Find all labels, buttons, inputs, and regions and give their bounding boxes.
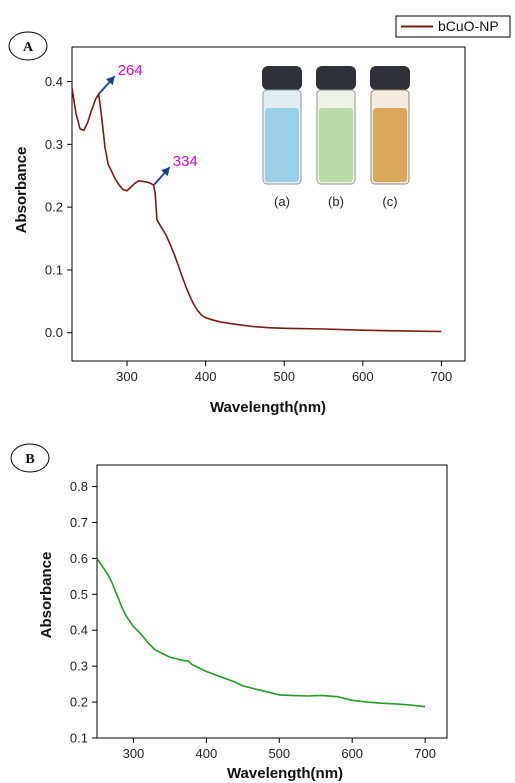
b-y-tick-label-2: 0.3 [70, 659, 88, 674]
b-y-tick-label-6: 0.7 [70, 515, 88, 530]
panel-label-b-badge: B [10, 443, 50, 473]
series-line-b [96, 557, 426, 708]
panel-label-a-badge: A [8, 31, 48, 61]
a-y-tick-label-0: 0.0 [45, 325, 63, 340]
peak-arrowhead-334 [161, 167, 170, 177]
y-axis-title-a: Absorbance [13, 147, 30, 234]
vial-a [262, 66, 302, 185]
legend-label-bcuo-np: bCuO-NP [438, 18, 499, 34]
vial-label-b: (b) [328, 194, 344, 209]
b-y-tick-label-5: 0.6 [70, 551, 88, 566]
a-x-tick-label-400: 400 [195, 369, 217, 384]
series-line-bcuo-np [71, 87, 442, 333]
panel-a: 300 400 500 600 700 0.0 0.1 0.2 0.3 0.4 Absorbanc… [8, 15, 511, 416]
b-y-tick-label-0: 0.1 [70, 731, 88, 746]
a-y-tick-label-2: 0.2 [45, 200, 63, 215]
a-x-tick-label-600: 600 [352, 369, 374, 384]
plot-frame-a [71, 46, 466, 362]
vial-solution-a [265, 108, 299, 182]
x-axis-title-b: Wavelength(nm) [227, 765, 343, 782]
a-y-tick-label-1: 0.1 [45, 262, 63, 277]
b-x-tick-label-600: 600 [341, 746, 363, 761]
b-x-tick-label-500: 500 [268, 746, 290, 761]
vial-cap-a [262, 66, 302, 90]
b-y-tick-label-3: 0.4 [70, 623, 88, 638]
vial-cap-b [316, 66, 356, 90]
b-x-tick-label-700: 700 [414, 746, 436, 761]
a-x-tick-label-300: 300 [116, 369, 138, 384]
vial-solution-b [319, 108, 353, 182]
vial-c [370, 66, 410, 185]
y-axis-title-b: Absorbance [38, 552, 55, 639]
plot-frame-b [96, 464, 448, 739]
vial-label-c: (c) [382, 194, 397, 209]
legend: bCuO-NP [395, 15, 511, 38]
panel-label-b: B [25, 452, 34, 467]
b-x-tick-label-300: 300 [123, 746, 145, 761]
b-y-tick-label-4: 0.5 [70, 587, 88, 602]
vial-label-a: (a) [274, 194, 290, 209]
b-y-tick-label-7: 0.8 [70, 479, 88, 494]
panel-label-a: A [23, 40, 34, 55]
x-axis-title-a: Wavelength(nm) [210, 399, 326, 416]
a-x-tick-label-500: 500 [273, 369, 295, 384]
panel-b: 300 400 500 600 7000.10.20.30.40.50.60.70.8 … [10, 443, 448, 782]
b-y-tick-label-1: 0.2 [70, 695, 88, 710]
vial-b [316, 66, 356, 185]
b-x-tick-label-400: 400 [196, 746, 218, 761]
peak-arrowhead-264 [106, 76, 115, 86]
vial-solution-c [373, 108, 407, 182]
a-x-tick-label-700: 700 [431, 369, 453, 384]
a-y-tick-label-4: 0.4 [45, 74, 63, 89]
vial-cap-c [370, 66, 410, 90]
peak-label-264: 264 [118, 62, 143, 79]
vials-photo-inset: (a) (b) (c) [262, 66, 410, 209]
a-y-tick-label-3: 0.3 [45, 137, 63, 152]
peak-label-334: 334 [173, 153, 198, 170]
